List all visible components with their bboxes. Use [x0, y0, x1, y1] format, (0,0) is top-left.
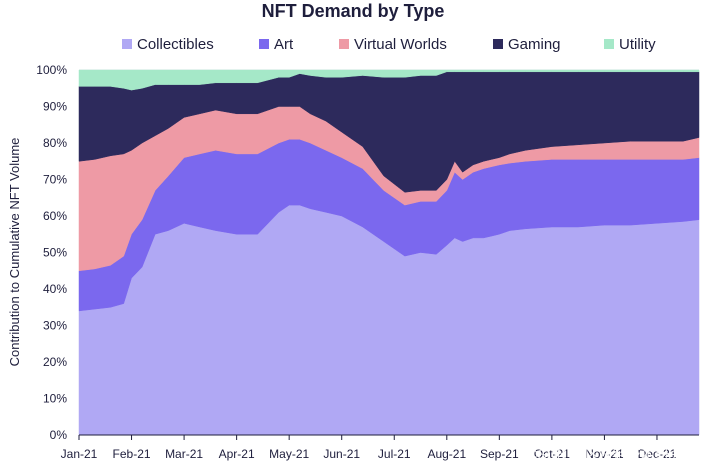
x-tick-label: Mar-21 [165, 447, 203, 461]
x-tick-label: Jun-21 [323, 447, 360, 461]
x-tick-label: May-21 [269, 447, 309, 461]
legend-swatch [493, 39, 503, 49]
y-tick-label: 20% [43, 355, 67, 369]
x-tick-label: Jan-21 [61, 447, 98, 461]
legend-label: Art [274, 36, 294, 53]
chart-title: NFT Demand by Type [262, 1, 445, 21]
legend-label: Gaming [508, 36, 561, 53]
legend: Collectibles Art Virtual Worlds Gaming Utili… [122, 36, 656, 53]
x-tick-label: Jul-21 [378, 447, 411, 461]
legend-label: Utility [619, 36, 656, 53]
legend-swatch [259, 39, 269, 49]
stacked-areas [78, 69, 700, 436]
y-tick-label: 100% [36, 63, 67, 77]
y-tick-label: 40% [43, 282, 67, 296]
legend-label: Collectibles [137, 36, 214, 53]
x-tick-label: Feb-21 [113, 447, 151, 461]
legend-swatch [604, 39, 614, 49]
y-tick-label: 10% [43, 392, 67, 406]
y-axis-label: Contribution to Cumulative NFT Volume [7, 138, 22, 367]
y-tick-label: 0% [50, 428, 68, 442]
y-tick-label: 30% [43, 319, 67, 333]
y-tick-label: 90% [43, 100, 67, 114]
x-tick-label: Nov-21 [585, 447, 624, 461]
y-tick-label: 70% [43, 173, 67, 187]
legend-label: Virtual Worlds [354, 36, 447, 53]
watermark-text: CSDN @区块链技术研究员 [527, 446, 697, 462]
legend-swatch [122, 39, 132, 49]
axes: 0% 10% 20% 30% 40% 50% 60% 70% 80% 90% 100% Jan-21 F… [36, 63, 699, 461]
x-tick-label: Dec-21 [638, 447, 677, 461]
y-tick-label: 50% [43, 246, 67, 260]
x-tick-label: Aug-21 [427, 447, 466, 461]
x-tick-label: Oct-21 [534, 447, 570, 461]
y-tick-label: 60% [43, 209, 67, 223]
x-tick-label: Sep-21 [480, 447, 519, 461]
legend-swatch [339, 39, 349, 49]
area-utility [78, 69, 700, 91]
y-tick-label: 80% [43, 136, 67, 150]
x-tick-label: Apr-21 [219, 447, 255, 461]
